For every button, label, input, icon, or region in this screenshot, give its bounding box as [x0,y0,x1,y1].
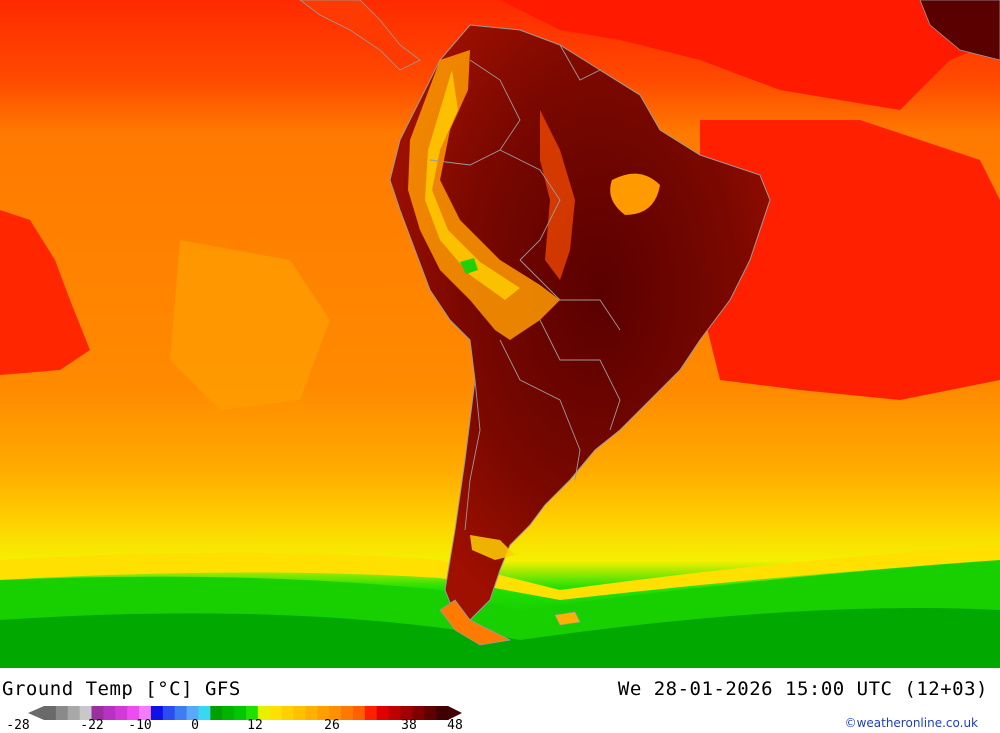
legend-tick: 26 [324,718,340,733]
legend-swatch [246,706,259,720]
legend-swatch [198,706,211,720]
legend-swatch [44,706,57,720]
valid-time: We 28-01-2026 15:00 UTC (12+03) [617,678,988,700]
legend-swatch [210,706,223,720]
legend-swatch [91,706,104,720]
legend-tick: 0 [191,718,199,733]
legend-swatch [222,706,235,720]
legend-tick: -22 [80,718,104,733]
legend-swatch [174,706,188,720]
legend-tick: -28 [6,718,30,733]
legend-swatch [139,706,152,720]
color-legend [28,706,462,720]
legend-swatch [186,706,199,720]
brazil-cool-patch [610,173,660,215]
land-central-america [299,0,421,71]
hot-ocean-atlantic [700,120,1000,400]
country-borders [429,44,641,531]
legend-swatch [329,706,342,720]
legend-swatch [436,706,449,720]
legend-swatch [115,706,128,720]
legend-tick: 48 [447,718,463,733]
legend-swatch [352,706,366,720]
legend-swatch [400,706,413,720]
ground-temperature-map [0,0,1000,668]
legend-swatch [293,706,306,720]
warm-ocean-central-pacific [170,240,330,410]
legend-tick: -10 [128,718,152,733]
patagonia-yellow [470,535,515,560]
legend-swatch [388,706,401,720]
map-title: Ground Temp [°C] GFS [2,678,241,700]
falklands [554,611,581,626]
legend-swatch [234,706,247,720]
legend-swatch [67,706,81,720]
hot-ocean-north [0,0,1000,110]
land-south-america [389,24,771,621]
legend-tick: 38 [401,718,417,733]
legend-swatch [257,706,271,720]
legend-swatch [412,706,425,720]
legend-swatch [269,706,283,720]
legend-swatch [317,706,330,720]
legend-swatch [364,706,378,720]
legend-swatch [103,706,116,720]
legend-arrow-high [448,706,462,720]
patagonia-tip [439,599,512,646]
hot-ocean-pacific-west [0,210,90,375]
legend-swatch [424,706,437,720]
legend-swatch [150,706,164,720]
legend-arrow-low [28,706,44,720]
legend-swatch [162,706,176,720]
legend-swatch [55,706,69,720]
legend-swatch [341,706,354,720]
andes-ridge-bright [425,70,520,300]
yellow-band-south [0,545,1000,600]
legend-tick: 12 [247,718,263,733]
legend-swatch [127,706,140,720]
map-footer [0,668,1000,733]
legend-swatch [79,706,93,720]
legend-swatch [305,706,318,720]
amazon-warm-streaks [540,110,575,280]
land-caribbean-ne [919,0,1000,61]
legend-swatch [376,706,390,720]
credit-link[interactable]: ©weatheronline.co.uk [844,716,978,730]
altiplano-lake-green [460,258,478,274]
legend-swatch [281,706,295,720]
